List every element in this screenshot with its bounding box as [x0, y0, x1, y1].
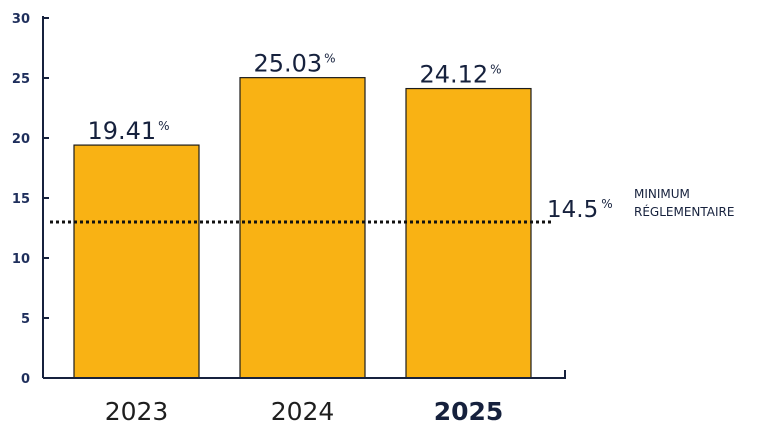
reference-line-group: 14.5% MINIMUM RÉGLEMENTAIRE [50, 187, 734, 224]
data-label-suffix: % [490, 63, 501, 77]
x-axis: 2023 2024 2025 [43, 370, 566, 426]
data-labels-layer: 19.41 %25.03 %24.12% [87, 50, 501, 145]
data-label-value: 19.41 [87, 117, 156, 145]
reference-label-line1: MINIMUM [634, 187, 690, 201]
x-tick-2024: 2024 [271, 397, 335, 426]
reference-value-number: 14.5 [547, 197, 598, 223]
y-tick-label-15: 15 [12, 192, 30, 207]
y-tick-label-20: 20 [12, 132, 30, 147]
data-label-value: 24.12 [419, 61, 488, 89]
data-label-2023: 19.41% [87, 117, 169, 145]
x-tick-2025: 2025 [434, 397, 504, 426]
reference-value-label: 14.5% [547, 197, 613, 223]
y-tick-label-25: 25 [12, 72, 30, 87]
y-tick-label-30: 30 [12, 12, 30, 27]
data-label-2025: 24.12% [419, 61, 501, 89]
bar-2025 [405, 87, 532, 379]
y-tick-label-10: 10 [12, 252, 30, 267]
reference-value-suffix: % [601, 197, 612, 211]
bar-2023 [73, 144, 200, 379]
x-tick-2023: 2023 [105, 397, 169, 426]
bars-layer [73, 77, 532, 379]
data-label-suffix: % [158, 119, 169, 133]
y-tick-label-5: 5 [21, 312, 30, 327]
data-label-value: 25.03 [253, 50, 322, 78]
data-label-suffix: % [324, 52, 335, 66]
y-tick-label-0: 0 [21, 372, 30, 387]
y-axis: 0 5 10 15 20 25 30 [12, 12, 49, 387]
reference-label-line2: RÉGLEMENTAIRE [634, 204, 734, 219]
bar-2024 [239, 77, 366, 379]
data-label-2024: 25.03% [253, 50, 335, 78]
